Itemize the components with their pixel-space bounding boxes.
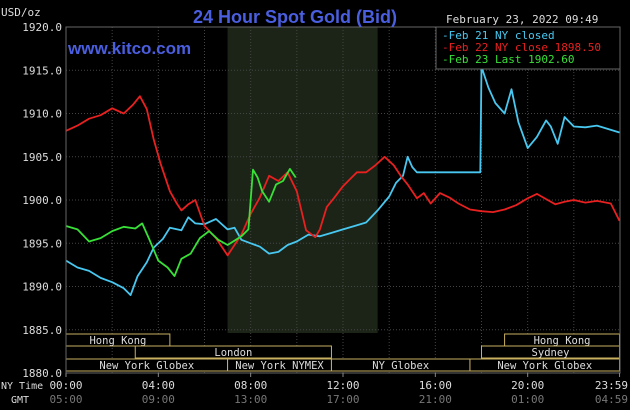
x-tick-label-ny: 04:00 (142, 379, 175, 392)
session-label: New York Globex (99, 360, 194, 372)
session-label: NY Globex (372, 360, 429, 372)
x-tick-label-ny: 00:00 (49, 379, 82, 392)
unit-label: USD/oz (1, 6, 41, 19)
y-tick-label: 1910.0 (22, 108, 62, 121)
session-label: New York Globex (497, 360, 592, 372)
session-label: Hong Kong (89, 335, 146, 347)
x-tick-label-ny: 20:00 (511, 379, 544, 392)
y-tick-label: 1920.0 (22, 21, 62, 34)
legend-box (435, 26, 621, 70)
gmt-row-label: GMT (11, 395, 29, 406)
website-label: www.kitco.com (67, 39, 191, 58)
session-label: Sydney (532, 347, 570, 359)
y-tick-label: 1915.0 (22, 64, 62, 77)
x-tick-label-gmt: 01:00 (511, 393, 544, 406)
ny-time-row-label: NY Time (1, 381, 43, 392)
session-label: New York NYMEX (235, 360, 324, 372)
series-line-feb21 (65, 65, 620, 296)
y-tick-label: 1905.0 (22, 151, 62, 164)
legend-item-feb22: -Feb 22 NY close 1898.50 (442, 41, 601, 54)
date-time-label: February 23, 2022 09:49 (446, 13, 598, 26)
shaded-session-band (227, 27, 378, 333)
series-line-feb22 (65, 95, 621, 257)
y-tick-label: 1890.0 (22, 281, 62, 294)
y-tick-label: 1880.0 (22, 367, 62, 380)
y-tick-label: 1900.0 (22, 194, 62, 207)
y-tick-label: 1895.0 (22, 237, 62, 250)
x-tick-label-gmt: 21:00 (419, 393, 452, 406)
session-bar (134, 345, 332, 359)
x-tick-label-ny: 08:00 (234, 379, 267, 392)
x-tick-label-gmt: 13:00 (234, 393, 267, 406)
x-tick-label-gmt: 05:00 (49, 393, 82, 406)
x-tick-label-gmt: 17:00 (326, 393, 359, 406)
series-line-feb23 (65, 168, 297, 277)
x-tick-label-ny: 16:00 (419, 379, 452, 392)
x-tick-label-gmt: 09:00 (142, 393, 175, 406)
y-tick-label: 1885.0 (22, 324, 62, 337)
x-tick-label-ny: 12:00 (326, 379, 359, 392)
session-label: London (214, 347, 252, 359)
x-tick-label-gmt: 04:59 (595, 393, 628, 406)
session-label: Hong Kong (534, 335, 591, 347)
legend-item-feb23: -Feb 23 Last 1902.60 (442, 53, 574, 66)
x-tick-label-ny: 23:59 (595, 379, 628, 392)
legend: -Feb 21 NY closed -Feb 22 NY close 1898.… (435, 26, 621, 70)
legend-item-feb21: -Feb 21 NY closed (442, 29, 555, 42)
chart-title: 24 Hour Spot Gold (Bid) (193, 7, 397, 27)
